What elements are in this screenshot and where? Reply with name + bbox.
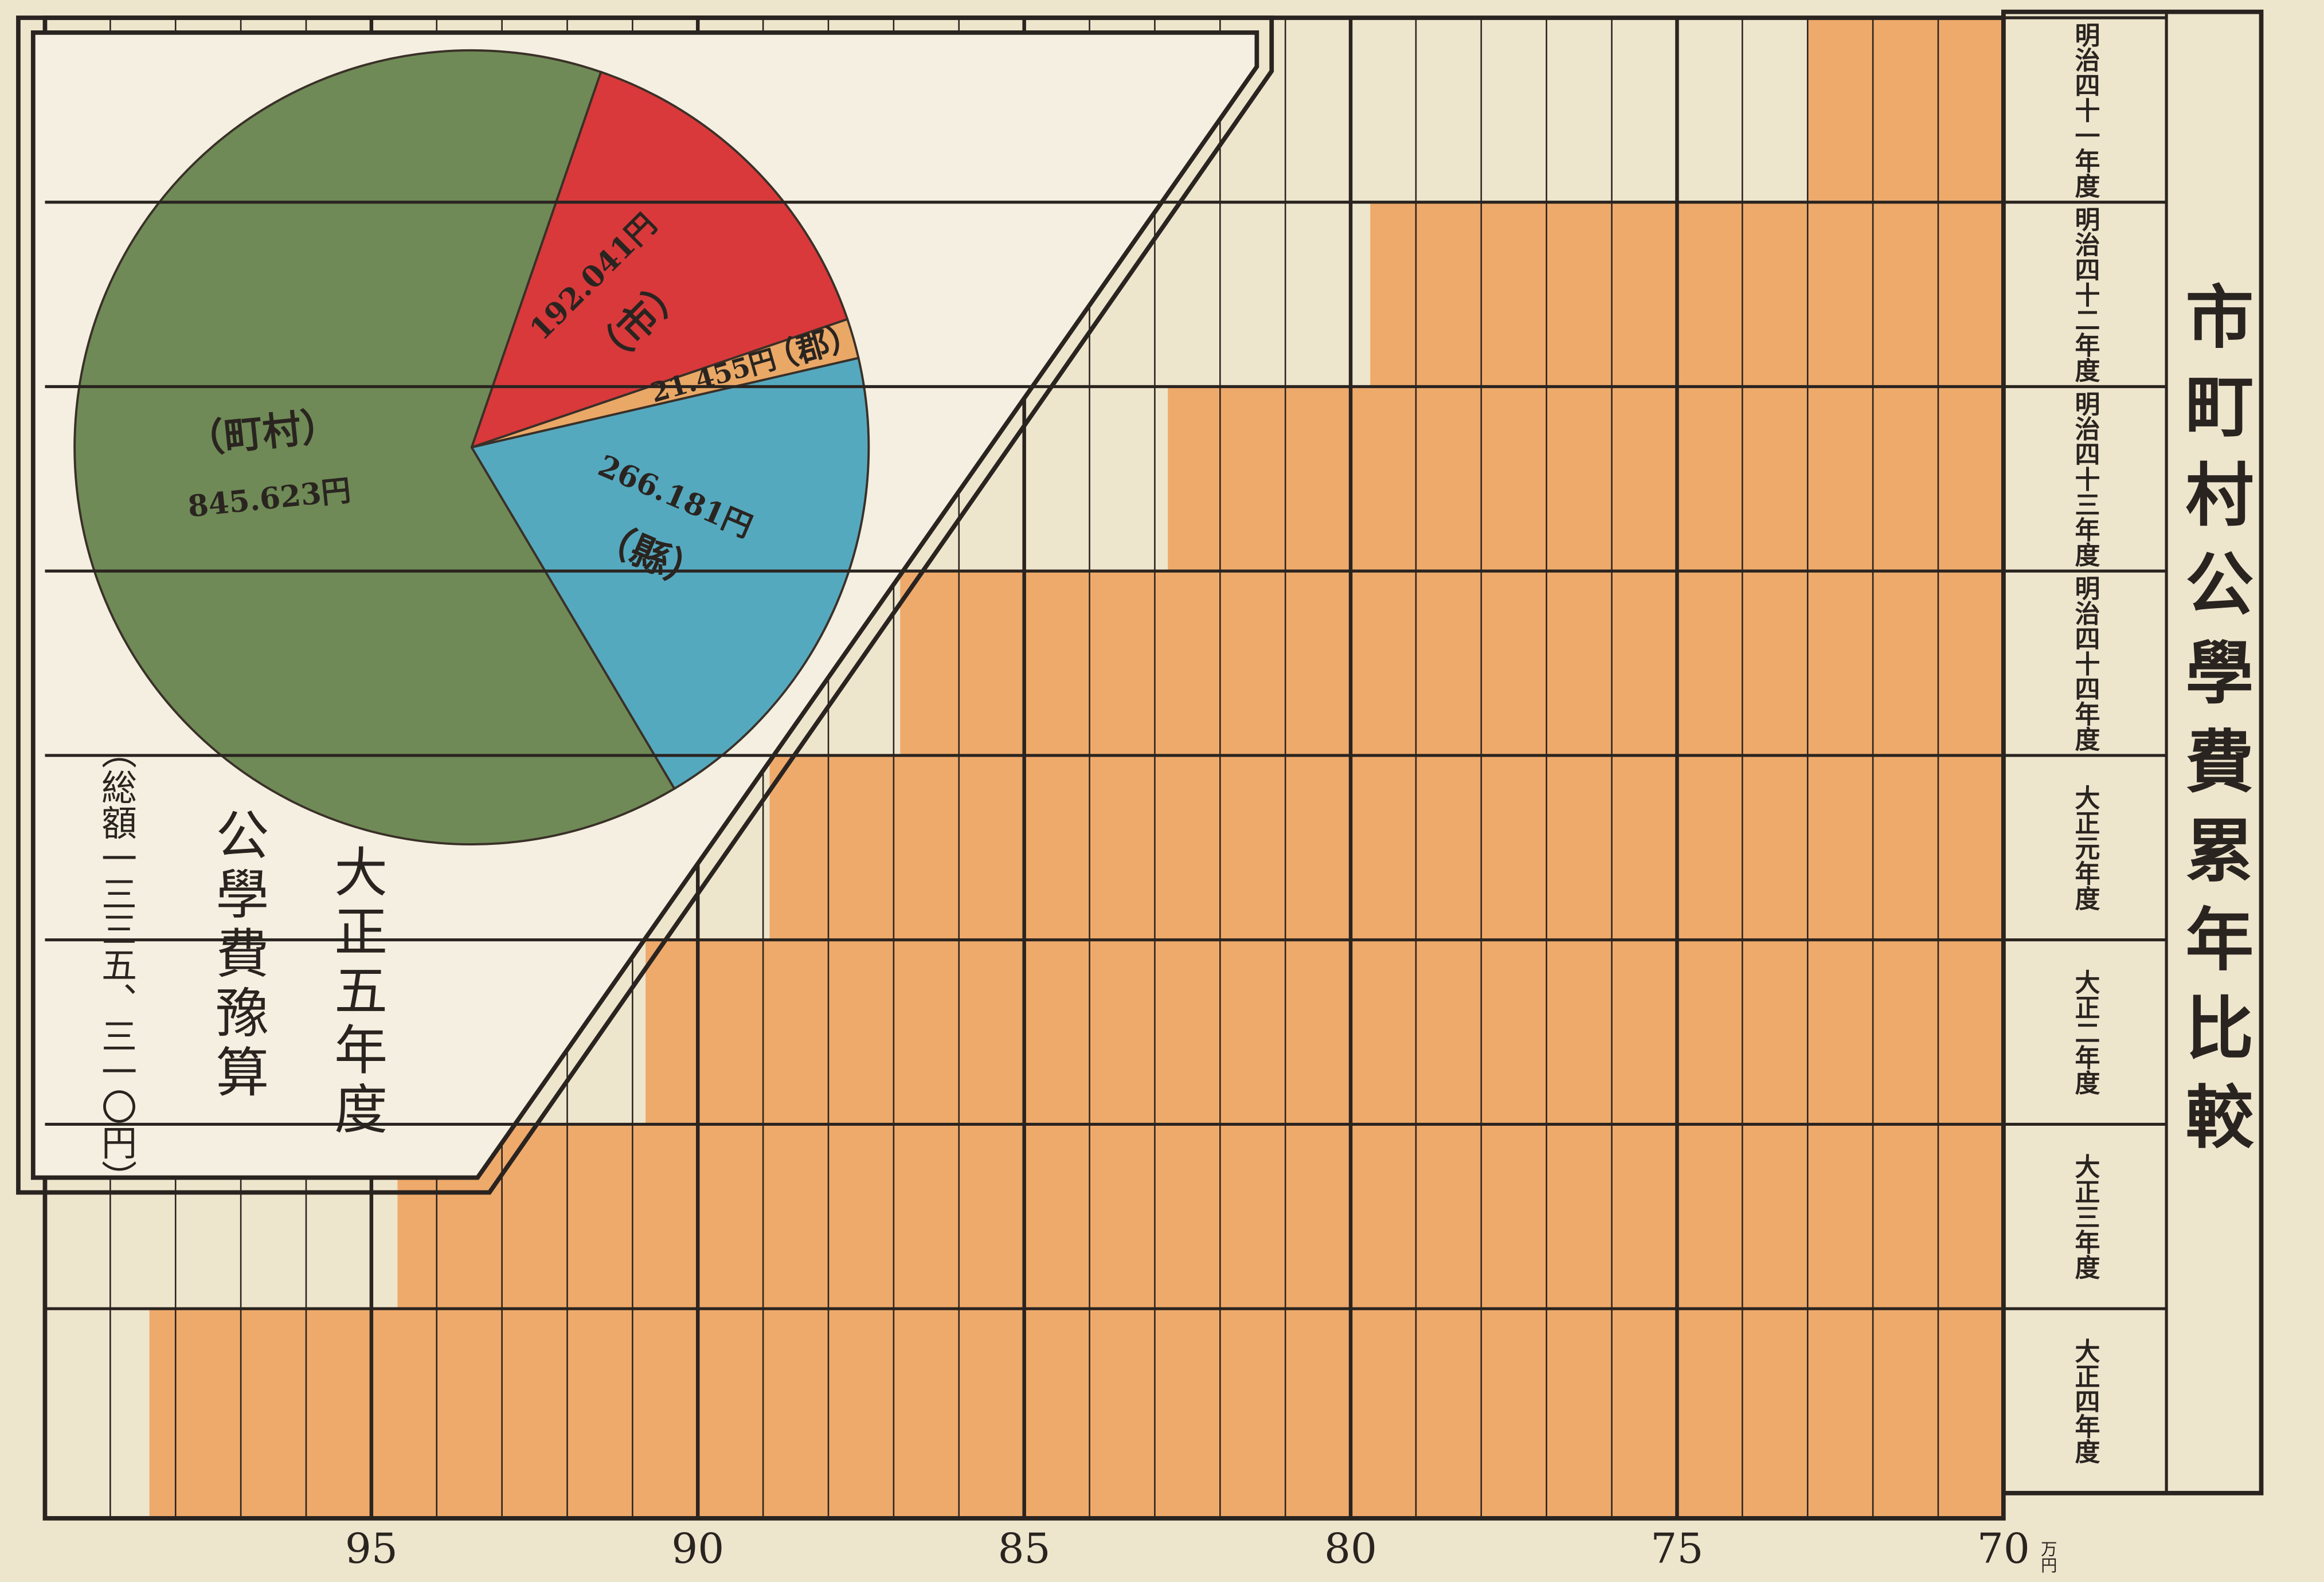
category-label: 明治四十三年度 <box>2071 391 2100 567</box>
category-label: 大正元年度 <box>2071 785 2100 911</box>
pie-subtitle: 公學費豫算 <box>206 807 268 1103</box>
pie-title: 大正五年度 <box>325 844 387 1141</box>
pie-slice <box>470 71 849 449</box>
x-tick-label: 95 <box>345 1525 398 1573</box>
category-label: 大正四年度 <box>2071 1338 2100 1464</box>
x-tick-label: 90 <box>671 1525 724 1573</box>
label-frame <box>2001 9 2264 1495</box>
pie-note: （総額一三三五、三一〇円） <box>95 733 137 1195</box>
bar <box>769 755 2004 940</box>
x-unit: 万円 <box>2039 1541 2057 1573</box>
pie-slice <box>73 49 676 845</box>
pie: 192.041円（市）21.455円（郡）266.181円（縣）845.623円… <box>73 49 870 845</box>
category-label: 明治四十二年度 <box>2071 206 2100 383</box>
x-tick-label: 70 <box>1977 1525 2030 1573</box>
bar <box>1370 202 2004 387</box>
bar <box>1168 386 2004 571</box>
category-label: 大正三年度 <box>2071 1153 2100 1279</box>
category-label: 明治四十四年度 <box>2071 575 2100 751</box>
bar <box>1807 18 2004 202</box>
pie-slice <box>470 357 870 790</box>
category-label: 明治四十一年度 <box>2071 22 2100 198</box>
chart-title: 市町村公學費累年比較 <box>2174 281 2254 1170</box>
bar <box>900 571 2004 755</box>
x-tick-label: 85 <box>998 1525 1051 1573</box>
bar <box>397 1124 2004 1309</box>
x-tick-label: 80 <box>1324 1525 1377 1573</box>
category-label: 大正二年度 <box>2071 969 2100 1095</box>
bar <box>149 1309 2004 1518</box>
bar <box>645 939 2004 1125</box>
bar-area <box>44 18 2006 1518</box>
x-tick-label: 75 <box>1650 1525 1703 1573</box>
